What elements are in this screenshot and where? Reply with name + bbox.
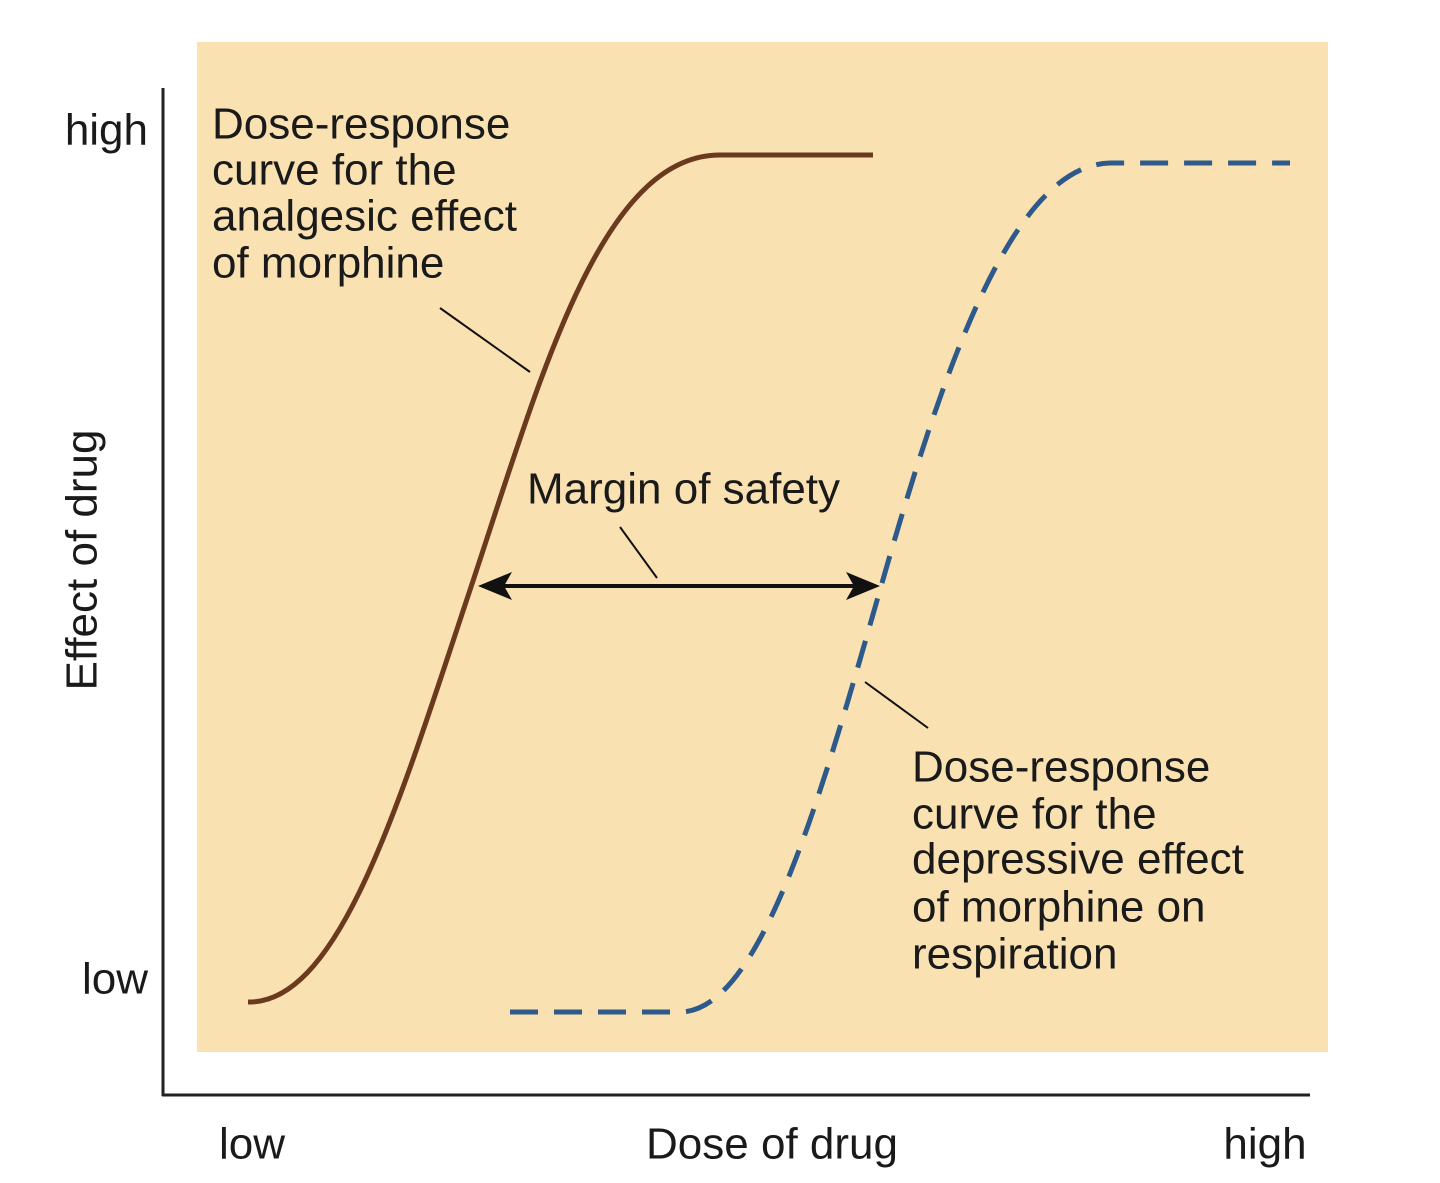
- x-axis-title: Dose of drug: [646, 1120, 898, 1169]
- depressive-annotation: Dose-response curve for the depressive e…: [912, 743, 1244, 979]
- annotation-line: curve for the: [212, 146, 457, 195]
- leader-line: [439, 307, 531, 373]
- annotation-line: analgesic effect: [212, 192, 517, 241]
- annotation-line: depressive effect: [912, 835, 1244, 884]
- leader-line: [619, 526, 658, 579]
- analgesic-curve: [247, 152, 873, 1005]
- y-axis-title: Effect of drug: [58, 430, 107, 691]
- arrow-head-right: [846, 572, 880, 600]
- x-low-label: low: [219, 1120, 285, 1169]
- arrow-head-left: [478, 572, 512, 600]
- annotation-line: respiration: [912, 930, 1117, 979]
- annotation-line: curve for the: [912, 790, 1157, 839]
- annotation-line: Dose-response: [912, 743, 1210, 792]
- y-low-label: low: [82, 955, 148, 1004]
- leader-line: [864, 681, 929, 729]
- margin-label: Margin of safety: [527, 465, 840, 514]
- annotation-line: of morphine on: [912, 883, 1206, 932]
- annotation-line: of morphine: [212, 239, 444, 288]
- depressive-curve: [510, 160, 1290, 1015]
- x-high-label: high: [1223, 1120, 1306, 1169]
- analgesic-annotation: Dose-response curve for the analgesic ef…: [212, 100, 517, 288]
- y-high-label: high: [65, 106, 148, 155]
- annotation-line: Dose-response: [212, 100, 510, 149]
- plot-background: [197, 42, 1328, 1052]
